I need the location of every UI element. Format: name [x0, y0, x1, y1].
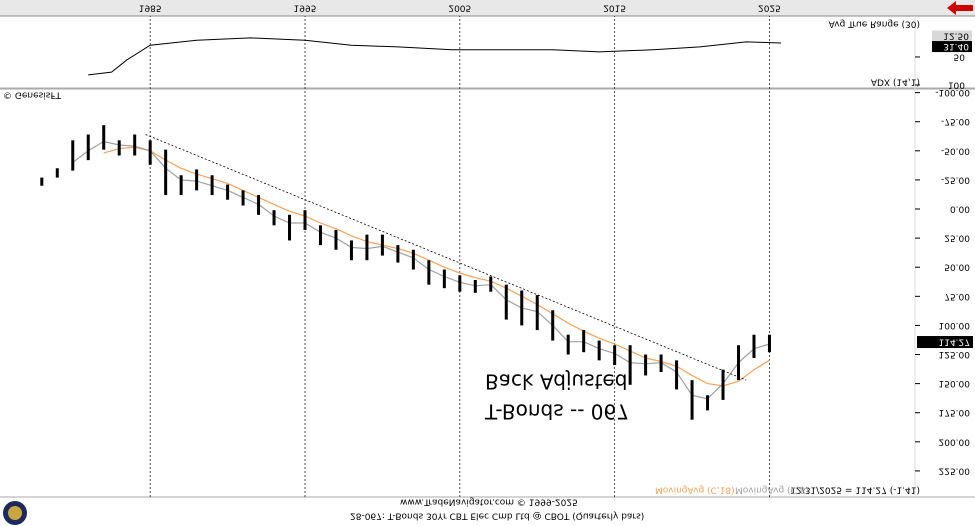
price-bar — [582, 330, 586, 353]
y-tick-label: 25.00 — [944, 233, 970, 243]
price-bar — [133, 134, 137, 156]
price-bar — [396, 245, 400, 263]
y-tick-label: -100.00 — [935, 87, 970, 97]
price-bar — [690, 380, 694, 420]
y-tick-label: -75.00 — [941, 116, 970, 126]
price-bar — [613, 345, 617, 365]
price-bar — [644, 354, 648, 376]
price-bar — [148, 140, 152, 165]
price-bar — [535, 295, 539, 331]
last-price-box — [917, 336, 973, 349]
price-bar — [411, 249, 415, 270]
price-bar — [40, 177, 44, 186]
y-tick-label: -25.00 — [941, 174, 970, 184]
caption: 28-067: T-Bonds 30Yr CBT Elec Cmb Ltd @ … — [350, 511, 644, 521]
nav-arrow[interactable] — [947, 1, 973, 15]
x-tick-label: 2005 — [448, 3, 471, 13]
price-bar — [458, 275, 462, 292]
price-bar — [473, 280, 477, 293]
logo-inner — [8, 506, 22, 520]
last-price: 114.27 — [939, 337, 971, 347]
y-tick-label: 50 — [954, 51, 966, 61]
y-tick-label: 0.00 — [950, 204, 970, 214]
price-bar — [427, 260, 431, 285]
indicator-value: 31.40 — [943, 41, 969, 51]
price-bar — [226, 184, 230, 200]
price-bar — [489, 276, 493, 292]
price-bar — [257, 195, 261, 215]
price-bar — [71, 140, 75, 171]
price-bar — [520, 290, 524, 326]
indicator-value-box — [932, 30, 972, 42]
price-bar — [442, 269, 446, 289]
y-tick-label: 150.00 — [939, 378, 971, 388]
price-bar — [195, 169, 199, 191]
date-strip — [0, 0, 975, 16]
price-bar — [117, 140, 121, 156]
legend-entry: MovingAvg (C,8) — [735, 485, 809, 495]
x-tick-label: 2025 — [758, 3, 781, 13]
price-bar — [752, 334, 756, 359]
moving-average — [72, 140, 770, 400]
price-bar — [597, 340, 601, 361]
y-tick-label: 50.00 — [944, 262, 970, 272]
y-tick-label: 100.00 — [939, 320, 971, 330]
price-bar — [675, 360, 679, 390]
y-tick-label: 225.00 — [939, 465, 971, 475]
x-tick-label: 2015 — [603, 3, 626, 13]
trendline — [145, 134, 747, 381]
indicator-title: Avg True Range (30) — [829, 19, 920, 29]
price-bar — [551, 310, 555, 341]
price-bar — [303, 210, 307, 230]
source: www.TradeNavigator.com © 1999-2025 — [400, 497, 578, 507]
price-bar — [721, 369, 725, 400]
price-bar — [164, 149, 168, 196]
price-bar — [365, 234, 369, 261]
price-bar — [179, 175, 183, 196]
x-tick-label: 1995 — [294, 3, 317, 13]
price-bar — [737, 345, 741, 381]
indicator-name: ADX (14,1) — [871, 77, 920, 87]
price-bar — [241, 190, 245, 206]
y-tick-label: 125.00 — [939, 349, 971, 359]
price-bar — [504, 284, 508, 320]
price-bar — [566, 334, 570, 355]
y-tick-label: 175.00 — [939, 407, 971, 417]
moving-average — [103, 146, 770, 387]
price-bar — [86, 134, 90, 161]
y-tick-label: 200.00 — [939, 436, 971, 446]
y-tick-label: 100 — [948, 79, 965, 89]
price-bar — [55, 168, 59, 178]
y-tick-label: -50.00 — [941, 145, 970, 155]
price-bar — [628, 345, 632, 385]
chart-subtitle: Back Adjusted — [485, 370, 627, 394]
legend-entry: MovingAvg (C,18) — [655, 485, 735, 495]
status: 12/31/2025 = 114.27 (-1.41) — [790, 485, 920, 495]
price-bar — [210, 175, 214, 196]
price-bar — [380, 234, 384, 256]
indicator-line — [88, 37, 782, 76]
price-bar — [318, 225, 322, 246]
indicator-value-box — [932, 41, 972, 53]
price-bar — [659, 354, 663, 372]
price-bar — [272, 210, 276, 226]
y-tick-label: 75.00 — [944, 291, 970, 301]
price-bar — [288, 214, 292, 241]
price-bar — [706, 395, 710, 411]
chart-title: T-Bonds -- 067 — [484, 400, 629, 424]
price-bar — [349, 240, 353, 261]
copyright: © GenesisFT — [3, 90, 62, 100]
price-bar — [102, 125, 106, 150]
price-bar — [767, 334, 771, 353]
price-bar — [334, 229, 338, 250]
x-tick-label: 1985 — [139, 3, 162, 13]
indicator-value: 12.50 — [943, 30, 969, 40]
